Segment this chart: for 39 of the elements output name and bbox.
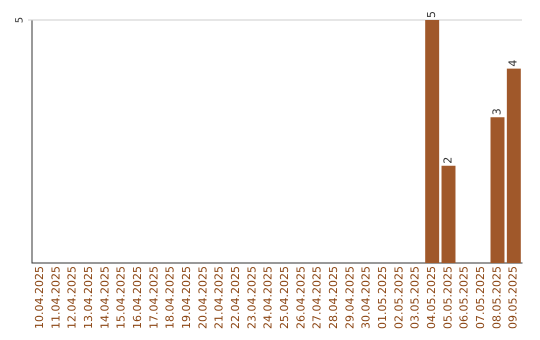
x-tick-label: 16.04.2025	[131, 266, 144, 330]
x-tick-label: 10.04.2025	[33, 266, 46, 330]
data-label: 5	[425, 11, 438, 18]
x-tick-label: 11.04.2025	[49, 266, 62, 330]
x-tick-label: 14.04.2025	[98, 266, 112, 330]
x-tick-label: 08.05.2025	[490, 266, 504, 330]
x-tick-label: 18.04.2025	[164, 266, 177, 330]
x-tick-label: 30.04.2025	[360, 266, 373, 330]
x-tick-label: 19.04.2025	[180, 266, 194, 330]
x-tick-label: 21.04.2025	[212, 266, 226, 330]
x-tick-label: 13.04.2025	[82, 266, 96, 330]
bar	[506, 68, 521, 264]
ref-line-label: 5	[14, 16, 26, 24]
x-tick-label: 28.04.2025	[327, 266, 340, 330]
bar	[425, 20, 440, 264]
x-tick-label: 24.04.2025	[262, 266, 275, 330]
x-tick-label: 22.04.2025	[229, 266, 242, 330]
x-tick-label: 04.05.2025	[425, 266, 438, 330]
bar	[490, 117, 504, 264]
x-tick-label: 17.04.2025	[147, 266, 160, 330]
x-tick-label: 23.04.2025	[245, 266, 258, 330]
x-tick-label: 27.04.2025	[310, 266, 324, 330]
x-tick-label: 06.05.2025	[458, 266, 471, 330]
x-tick-label: 02.05.2025	[392, 266, 406, 330]
data-label: 4	[506, 60, 520, 67]
x-tick-label: 12.04.2025	[66, 266, 79, 330]
data-label: 2	[441, 156, 454, 164]
x-tick-label: 20.04.2025	[196, 266, 210, 330]
x-tick-label: 05.05.2025	[441, 266, 454, 330]
bar	[442, 166, 456, 264]
x-tick-label: 03.05.2025	[408, 266, 422, 330]
x-tick-label: 29.04.2025	[343, 266, 356, 330]
x-tick-label: 09.05.2025	[506, 266, 520, 330]
x-tick-label: 26.04.2025	[294, 266, 308, 330]
x-tick-label: 15.04.2025	[114, 266, 128, 330]
x-tick-label: 07.05.2025	[474, 266, 488, 330]
data-label: 3	[490, 108, 504, 116]
x-tick-label: 01.05.2025	[376, 266, 390, 330]
x-tick-label: 25.04.2025	[278, 266, 292, 330]
